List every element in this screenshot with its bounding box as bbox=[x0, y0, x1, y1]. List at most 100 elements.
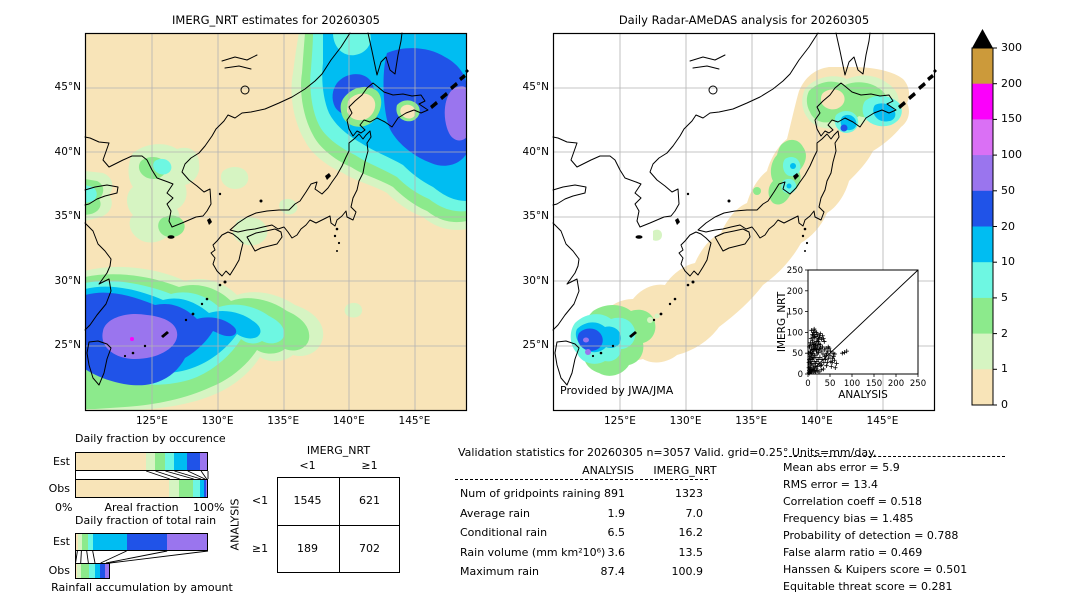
scatter-point bbox=[829, 364, 834, 369]
contingency-table-box bbox=[277, 477, 400, 573]
totalrain-chart-title: Daily fraction of total rain bbox=[75, 514, 217, 527]
validation-col-analysis: ANALYSIS bbox=[582, 464, 634, 477]
radar-amedas-map: 00 50 50 100 100 150 150 200 200 250 250 ANALYSIS IM… bbox=[552, 32, 938, 412]
map1-lat-tick: 45°N bbox=[522, 80, 549, 93]
scatter-point bbox=[815, 337, 820, 343]
scatter-point bbox=[824, 363, 829, 368]
scatter-point bbox=[823, 353, 829, 358]
inset-x-tick-label: 150 bbox=[866, 379, 882, 389]
scatter-point bbox=[820, 351, 826, 357]
bar-segment bbox=[169, 480, 180, 497]
connector-line bbox=[86, 550, 89, 564]
connector-line bbox=[80, 550, 82, 564]
map0-lon-tick: 130°E bbox=[201, 415, 234, 427]
scatter-point bbox=[816, 350, 821, 355]
contingency-cell-c: 189 bbox=[297, 542, 318, 555]
scatter-point bbox=[809, 328, 814, 333]
validation-row-label: Maximum rain bbox=[460, 565, 539, 578]
colorbar-tick-label: 10 bbox=[1001, 255, 1015, 269]
radar-precip-contours bbox=[570, 67, 910, 376]
bar-segment bbox=[187, 453, 201, 470]
bar-segment bbox=[155, 453, 166, 470]
scatter-point bbox=[819, 367, 824, 373]
validation-stat-line: Equitable threat score = 0.281 bbox=[783, 580, 953, 593]
inset-x-tick-label: 200 bbox=[888, 379, 904, 389]
totalrain-est-bar bbox=[75, 533, 208, 551]
scatter-point bbox=[820, 333, 825, 338]
colorbar-segment bbox=[972, 226, 993, 263]
colorbar-tick-label: 200 bbox=[1001, 76, 1022, 90]
scatter-point bbox=[824, 351, 830, 356]
inset-y-tick-label: 250 bbox=[787, 266, 803, 276]
scatter-point bbox=[833, 365, 838, 370]
totalrain-footer: Rainfall accumulation by amount bbox=[51, 581, 233, 594]
inset-x-tick-label: 50 bbox=[825, 379, 836, 389]
contingency-cell-d: 702 bbox=[359, 542, 380, 555]
map0-lat-tick: 45°N bbox=[54, 80, 81, 93]
occurrence-est-bar bbox=[75, 452, 208, 471]
contingency-cell-a: 1545 bbox=[293, 494, 322, 507]
inset-y-tick-label: 0 bbox=[798, 370, 803, 380]
validation-imerg-value: 13.5 bbox=[678, 545, 704, 559]
scatter-point bbox=[822, 339, 827, 344]
contingency-col-label-ge1: ≥1 bbox=[361, 459, 378, 472]
connector-line bbox=[100, 550, 127, 564]
occ-est-outline bbox=[75, 452, 208, 471]
scatter-point bbox=[807, 357, 812, 362]
colorbar-segment bbox=[972, 369, 993, 406]
contingency-row-label-ge1: ≥1 bbox=[251, 542, 269, 555]
scatter-point bbox=[818, 363, 823, 368]
inset-xlabel: ANALYSIS bbox=[838, 389, 888, 401]
map1-lon-tick: 130°E bbox=[669, 415, 702, 427]
scatter-point bbox=[812, 364, 818, 369]
scatter-point bbox=[813, 355, 819, 360]
validation-row-label: Rain volume (mm km²10⁶) bbox=[460, 545, 606, 559]
inset-x-tick-label: 100 bbox=[844, 379, 860, 389]
scatter-point bbox=[811, 326, 817, 332]
inset-y-tick-label: 200 bbox=[787, 287, 803, 297]
scatter-point bbox=[830, 360, 835, 365]
connector-line bbox=[155, 470, 180, 480]
colorbar-segment bbox=[972, 48, 993, 85]
inset-ylabel: IMERG_NRT bbox=[776, 291, 788, 352]
radar-map-frame bbox=[552, 32, 936, 412]
inset-y-tick-label: 50 bbox=[792, 349, 803, 359]
bar-segment bbox=[192, 480, 201, 497]
scatter-point bbox=[830, 355, 835, 361]
occurrence-obs-bar bbox=[75, 479, 208, 498]
map0-lat-tick: 25°N bbox=[54, 339, 81, 352]
inset-y-tick-label: 100 bbox=[787, 328, 803, 338]
scatter-point bbox=[821, 336, 826, 341]
validation-stat-line: Mean abs error = 5.9 bbox=[783, 461, 900, 474]
colorbar-tick-label: 50 bbox=[1001, 183, 1015, 197]
bar-segment bbox=[76, 534, 79, 550]
right-map-title: Daily Radar-AMeDAS analysis for 20260305 bbox=[618, 13, 870, 27]
contingency-row-label-lt1: <1 bbox=[251, 494, 269, 507]
validation-analysis-value: 3.6 bbox=[607, 545, 626, 559]
bar-segment bbox=[173, 453, 188, 470]
colorbar-segment bbox=[972, 83, 993, 120]
scatter-point bbox=[807, 343, 812, 348]
contingency-col-label-lt1: <1 bbox=[299, 459, 316, 472]
connector-line bbox=[92, 550, 96, 564]
scatter-point bbox=[814, 330, 819, 335]
scatter-point bbox=[832, 351, 838, 357]
totalrain-est-label: Est bbox=[53, 535, 70, 548]
validation-stat-line: Hanssen & Kuipers score = 0.501 bbox=[783, 563, 968, 576]
bar-segment bbox=[179, 480, 193, 497]
map1-lon-tick: 140°E bbox=[800, 415, 833, 427]
imerg-map-frame bbox=[84, 32, 468, 412]
bar-segment bbox=[200, 480, 205, 497]
map1-lon-tick: 145°E bbox=[866, 415, 899, 427]
scatter-point bbox=[817, 335, 823, 340]
map0-lat-tick: 40°N bbox=[54, 145, 81, 158]
bar-segment bbox=[200, 453, 207, 470]
bar-segment bbox=[78, 534, 83, 550]
map1-lat-tick: 30°N bbox=[522, 274, 549, 287]
colorbar-segment bbox=[972, 333, 993, 370]
map0-lon-tick: 135°E bbox=[267, 415, 300, 427]
colorbar-segment bbox=[972, 190, 993, 227]
imerg-precipitation-map bbox=[84, 32, 470, 412]
occurrence-obs-label: Obs bbox=[48, 482, 70, 495]
colorbar-tick-label: 150 bbox=[1001, 112, 1022, 126]
